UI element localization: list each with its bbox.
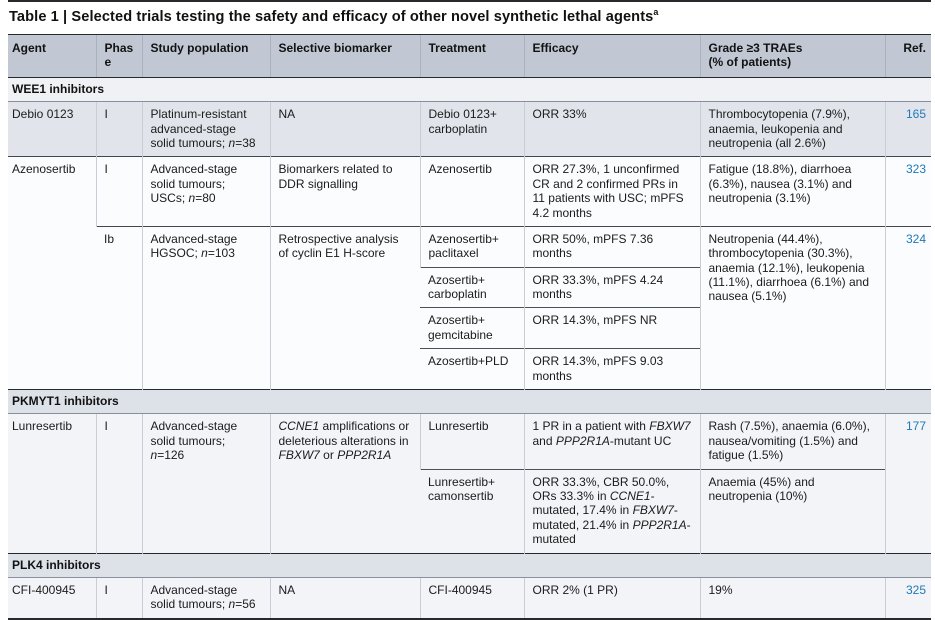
cell-biomarker: NA [269, 576, 420, 619]
cell-phase: I [95, 156, 142, 227]
col-header-biomarker: Selective biomarker [269, 34, 420, 78]
cell-agent: Debio 0123 [8, 101, 96, 157]
cell-treatment: Azosertib+ carboplatin [420, 266, 524, 308]
cell-phase: Ib [96, 225, 142, 390]
cell-efficacy: 1 PR in a patient with FBXW7 and PPP2R1A… [523, 413, 700, 470]
cell-biomarker: NA [269, 101, 420, 157]
table-subrow-lunresertib-camonsertib: Lunresertib+ camonsertib ORR 33.3%, CBR … [8, 468, 931, 554]
table-title-text: Table 1 | Selected trials testing the sa… [9, 9, 654, 25]
col-header-treatment: Treatment [419, 34, 524, 78]
header-row: Agent Phase Study population Selective b… [8, 34, 931, 78]
table-row-azenosertib-i: Azenosertib I Advanced-stage solid tumou… [8, 156, 931, 390]
section-label-plk4: PLK4 inhibitors [8, 552, 931, 578]
cell-efficacy: ORR 14.3%, mPFS 9.03 months [523, 348, 700, 390]
table-subrow-azosertib-carboplatin: Azosertib+ carboplatin ORR 33.3%, mPFS 4… [8, 266, 931, 308]
cell-traes: Fatigue (18.8%), diarrhoea (6.3%), nause… [699, 156, 885, 227]
table-subrow-azosertib-pld: Azosertib+PLD ORR 14.3%, mPFS 9.03 month… [8, 348, 931, 390]
cell-ref: 324 [884, 225, 931, 390]
cell-treatment: Azenosertib [419, 156, 524, 227]
cell-traes: Neutropenia (44.4%), thrombocytopenia (3… [699, 225, 885, 390]
cell-biomarker: CCNE1 amplifications or deleterious alte… [269, 413, 420, 554]
col-header-traes-line1: Grade ≥3 TRAEs [708, 41, 803, 55]
cell-study: Platinum-resistant advanced-stage solid … [141, 101, 270, 157]
table-title-bar: Table 1 | Selected trials testing the sa… [8, 0, 931, 34]
cell-ref: 325 [884, 576, 931, 619]
cell-treatment: Lunresertib [419, 413, 524, 470]
cell-traes: Thrombocytopenia (7.9%), anaemia, leukop… [699, 101, 885, 157]
table-subrow-azosertib-gemcitabine: Azosertib+ gemcitabine ORR 14.3%, mPFS N… [8, 307, 931, 349]
col-header-traes-line2: (% of patients) [708, 55, 792, 70]
cell-study: Advanced-stage HGSOC; n=103 [141, 225, 270, 390]
cell-study: Advanced-stage solid tumours; n=56 [141, 576, 270, 619]
table-row-debio: Debio 0123 I Platinum-resistant advanced… [8, 101, 931, 157]
cell-efficacy: ORR 33.3%, CBR 50.0%, ORs 33.3% in CCNE1… [523, 468, 700, 554]
cell-efficacy: ORR 2% (1 PR) [523, 576, 700, 619]
cell-biomarker: Biomarkers related to DDR signalling [269, 156, 420, 227]
ref-link[interactable]: 177 [905, 419, 926, 434]
cell-study: Advanced-stage solid tumours; n=126 [141, 413, 270, 554]
cell-phase: I [95, 101, 142, 157]
ref-link[interactable]: 325 [905, 582, 926, 597]
ref-link[interactable]: 324 [905, 231, 926, 246]
section-label-pkmyt1: PKMYT1 inhibitors [8, 389, 931, 415]
cell-agent: Lunresertib [8, 413, 96, 554]
col-header-agent: Agent [8, 34, 96, 78]
col-header-phase: Phase [95, 34, 142, 78]
cell-efficacy: ORR 14.3%, mPFS NR [523, 307, 700, 349]
cell-ref: 323 [884, 156, 931, 227]
cell-treatment: Debio 0123+ carboplatin [419, 101, 524, 157]
cell-efficacy: ORR 50%, mPFS 7.36 months [523, 225, 700, 268]
section-row-wee1: WEE1 inhibitors [8, 76, 931, 103]
cell-ref: 177 [884, 413, 931, 554]
section-row-plk4: PLK4 inhibitors [8, 552, 931, 578]
section-label-wee1: WEE1 inhibitors [8, 76, 931, 103]
cell-biomarker: Retrospective analysis of cyclin E1 H-sc… [269, 225, 420, 390]
cell-efficacy: ORR 33% [523, 101, 700, 157]
cell-efficacy: ORR 27.3%, 1 unconfirmed CR and 2 confir… [523, 156, 700, 227]
col-header-study: Study population [141, 34, 270, 78]
cell-traes: Anaemia (45%) and neutropenia (10%) [699, 468, 885, 554]
cell-ref: 165 [884, 101, 931, 157]
cell-efficacy: ORR 33.3%, mPFS 4.24 months [523, 266, 700, 308]
table1-container: Table 1 | Selected trials testing the sa… [8, 0, 931, 620]
cell-treatment: Azosertib+PLD [420, 348, 524, 390]
trials-table: Agent Phase Study population Selective b… [8, 34, 931, 620]
col-header-efficacy: Efficacy [523, 34, 700, 78]
cell-study: Advanced-stage solid tumours; USCs; n=80 [141, 156, 270, 227]
cell-phase: I [95, 576, 142, 619]
footnote-marker: a [653, 7, 659, 18]
cell-traes: 19% [699, 576, 885, 619]
table-title: Table 1 | Selected trials testing the sa… [9, 7, 931, 25]
table-row-lunresertib: Lunresertib I Advanced-stage solid tumou… [8, 413, 931, 554]
cell-treatment: CFI-400945 [419, 576, 524, 619]
section-row-pkmyt1: PKMYT1 inhibitors [8, 389, 931, 415]
cell-treatment: Lunresertib+ camonsertib [420, 468, 524, 554]
table-row-azenosertib-ib: Ib Advanced-stage HGSOC; n=103 Retrospec… [8, 225, 931, 390]
cell-treatment: Azenosertib+ paclitaxel [419, 225, 524, 268]
table-row-cfi: CFI-400945 I Advanced-stage solid tumour… [8, 576, 931, 619]
ref-link[interactable]: 323 [905, 162, 926, 177]
cell-traes: Rash (7.5%), anaemia (6.0%), nausea/vomi… [699, 413, 885, 470]
col-header-ref: Ref. [884, 34, 931, 78]
cell-agent: Azenosertib [8, 156, 96, 390]
cell-agent: CFI-400945 [8, 576, 96, 619]
col-header-traes: Grade ≥3 TRAEs (% of patients) [699, 34, 885, 78]
cell-phase: I [95, 413, 142, 554]
ref-link[interactable]: 165 [905, 107, 926, 122]
cell-treatment: Azosertib+ gemcitabine [420, 307, 524, 349]
